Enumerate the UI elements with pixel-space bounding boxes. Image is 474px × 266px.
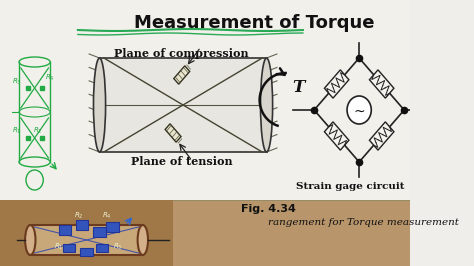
- Polygon shape: [63, 244, 75, 252]
- Ellipse shape: [93, 58, 106, 152]
- Polygon shape: [76, 220, 88, 230]
- Text: $R_4$: $R_4$: [102, 211, 112, 221]
- Text: Fig. 4.34: Fig. 4.34: [241, 204, 296, 214]
- Bar: [100, 58, 266, 152]
- Bar: [30, 225, 143, 255]
- Polygon shape: [165, 124, 181, 142]
- Ellipse shape: [261, 58, 273, 152]
- Text: Plane of tension: Plane of tension: [131, 156, 233, 167]
- Polygon shape: [174, 66, 190, 84]
- Text: $R_3$: $R_3$: [12, 77, 22, 87]
- Ellipse shape: [137, 225, 148, 255]
- Polygon shape: [369, 70, 394, 98]
- Bar: [0, 200, 410, 266]
- Text: T: T: [292, 80, 305, 97]
- Text: Strain gage circuit: Strain gage circuit: [296, 182, 405, 191]
- Polygon shape: [93, 227, 106, 237]
- Polygon shape: [369, 122, 394, 150]
- Bar: [0, 0, 410, 200]
- Text: rangement for Torque measurement: rangement for Torque measurement: [268, 218, 459, 227]
- Bar: [0, 200, 173, 266]
- Polygon shape: [107, 222, 118, 232]
- Text: $R_1$: $R_1$: [54, 242, 63, 252]
- Text: Measurement of Torque: Measurement of Torque: [134, 14, 374, 32]
- Text: $R_3$: $R_3$: [112, 242, 122, 252]
- Text: $R_2$: $R_2$: [33, 126, 42, 136]
- Text: Plane of compression: Plane of compression: [114, 48, 249, 59]
- Ellipse shape: [25, 225, 36, 255]
- Polygon shape: [96, 244, 108, 252]
- Text: $R_1$: $R_1$: [12, 126, 22, 136]
- Polygon shape: [81, 248, 92, 256]
- Text: $R_4$: $R_4$: [45, 73, 55, 83]
- Polygon shape: [59, 225, 71, 235]
- Polygon shape: [324, 70, 349, 98]
- Circle shape: [347, 96, 371, 124]
- Text: $R_2$: $R_2$: [73, 211, 83, 221]
- Text: ~: ~: [353, 105, 365, 119]
- Polygon shape: [324, 122, 349, 150]
